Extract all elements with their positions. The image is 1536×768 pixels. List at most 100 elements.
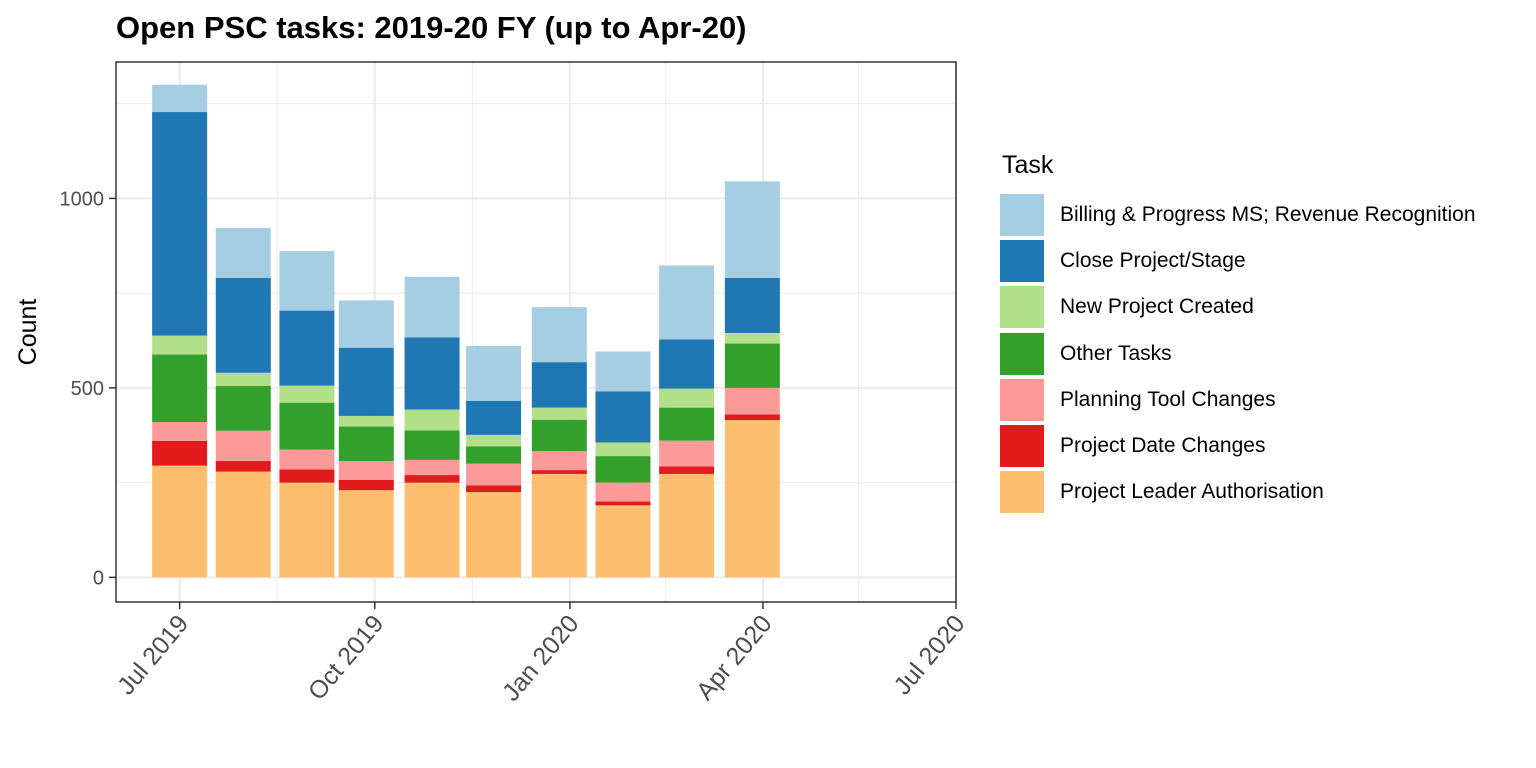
bar-new-project-created-2019-10 [338,415,394,427]
bar-project-leader-authorisation-2020-03 [659,473,715,578]
bar-new-project-created-2019-08 [215,372,271,386]
x-tick-label: Oct 2019 [303,610,390,706]
bar-planning-tool-changes-2020-04 [724,387,780,415]
bar-billing-progress-ms-revenue-recognition-2020-04 [724,181,780,278]
bar-planning-tool-changes-2019-09 [279,449,335,470]
bar-project-leader-authorisation-2019-07 [152,465,208,578]
bar-close-project-stage-2019-11 [404,337,460,410]
bar-new-project-created-2020-01 [531,407,587,420]
bar-close-project-stage-2019-10 [338,347,394,416]
bar-project-date-changes-2019-07 [152,440,208,466]
bar-project-date-changes-2019-10 [338,479,394,491]
bar-other-tasks-2019-08 [215,386,271,431]
bar-billing-progress-ms-revenue-recognition-2019-11 [404,276,460,338]
bar-billing-progress-ms-revenue-recognition-2020-02 [595,351,651,392]
legend-swatch [1000,332,1044,375]
bar-billing-progress-ms-revenue-recognition-2019-09 [279,251,335,311]
y-tick-label: 1000 [60,188,105,210]
x-tick-label: Jan 2020 [497,610,585,707]
bar-billing-progress-ms-revenue-recognition-2019-10 [338,300,394,348]
bar-other-tasks-2020-03 [659,407,715,441]
bar-close-project-stage-2019-09 [279,310,335,386]
legend-item: New Project Created [1000,284,1476,330]
bar-other-tasks-2020-01 [531,419,587,452]
bar-billing-progress-ms-revenue-recognition-2020-01 [531,307,587,363]
legend-swatch [1000,286,1044,329]
bar-new-project-created-2019-09 [279,385,335,403]
bar-project-leader-authorisation-2020-04 [724,420,780,578]
bar-project-leader-authorisation-2019-09 [279,482,335,578]
bar-project-leader-authorisation-2019-11 [404,482,460,578]
bar-other-tasks-2019-12 [466,446,522,464]
bar-project-date-changes-2020-04 [724,414,780,421]
bar-planning-tool-changes-2019-08 [215,430,271,462]
legend-label: Planning Tool Changes [1060,387,1276,411]
bar-close-project-stage-2019-07 [152,112,208,336]
plot-border [115,61,957,603]
y-tick-label: 0 [93,567,104,589]
bar-other-tasks-2020-02 [595,456,651,483]
legend-swatch [1000,425,1044,468]
bar-close-project-stage-2020-01 [531,362,587,408]
bar-new-project-created-2019-11 [404,409,460,431]
y-axis-title: Count [14,299,42,366]
legend-item: Other Tasks [1000,331,1476,377]
legend-label: Other Tasks [1060,341,1172,365]
bar-project-leader-authorisation-2019-08 [215,471,271,578]
bar-project-date-changes-2020-02 [595,501,651,506]
legend-label: Project Leader Authorisation [1060,480,1324,504]
x-tick-label: Apr 2020 [691,610,778,706]
bar-planning-tool-changes-2020-03 [659,440,715,467]
bar-billing-progress-ms-revenue-recognition-2019-12 [466,345,522,401]
bar-other-tasks-2019-09 [279,402,335,450]
bar-new-project-created-2019-12 [466,434,522,447]
legend-label: Close Project/Stage [1060,249,1246,273]
bar-project-date-changes-2019-11 [404,475,460,483]
bar-other-tasks-2019-07 [152,354,208,422]
legend-label: Project Date Changes [1060,434,1266,458]
bar-other-tasks-2019-11 [404,430,460,460]
bar-new-project-created-2019-07 [152,335,208,355]
bar-project-leader-authorisation-2019-10 [338,490,394,578]
bar-planning-tool-changes-2019-12 [466,463,522,486]
x-tick-label: Jul 2019 [112,610,194,700]
bar-project-date-changes-2020-01 [531,470,587,474]
legend: Task Billing & Progress MS; Revenue Reco… [1000,150,1476,515]
bar-billing-progress-ms-revenue-recognition-2020-03 [659,265,715,340]
bar-billing-progress-ms-revenue-recognition-2019-07 [152,84,208,113]
bar-planning-tool-changes-2019-07 [152,422,208,441]
legend-title: Task [1002,151,1054,179]
legend-item: Close Project/Stage [1000,238,1476,284]
legend-item: Billing & Progress MS; Revenue Recogniti… [1000,192,1476,238]
x-tick-label: Jul 2020 [888,610,970,700]
bar-project-leader-authorisation-2019-12 [466,492,522,578]
legend-swatch [1000,378,1044,421]
bar-close-project-stage-2020-02 [595,391,651,443]
bar-other-tasks-2020-04 [724,343,780,388]
bar-planning-tool-changes-2019-11 [404,459,460,476]
legend-item: Planning Tool Changes [1000,377,1476,423]
legend-label: New Project Created [1060,295,1254,319]
legend-item: Project Leader Authorisation [1000,469,1476,515]
bar-planning-tool-changes-2020-01 [531,451,587,471]
bar-project-date-changes-2020-03 [659,466,715,474]
y-tick-label: 500 [71,378,104,400]
bar-new-project-created-2020-03 [659,388,715,408]
bar-new-project-created-2020-04 [724,332,780,344]
legend-swatch [1000,194,1044,237]
bar-planning-tool-changes-2019-10 [338,461,394,480]
bar-other-tasks-2019-10 [338,426,394,462]
chart-title: Open PSC tasks: 2019-20 FY (up to Apr-20… [116,10,747,45]
bar-project-leader-authorisation-2020-01 [531,473,587,578]
bar-close-project-stage-2020-04 [724,278,780,333]
bar-project-leader-authorisation-2020-02 [595,505,651,578]
bar-close-project-stage-2020-03 [659,339,715,389]
bar-billing-progress-ms-revenue-recognition-2019-08 [215,227,271,278]
bar-project-date-changes-2019-08 [215,461,271,472]
legend-item: Project Date Changes [1000,423,1476,469]
bar-close-project-stage-2019-08 [215,278,271,373]
legend-label: Billing & Progress MS; Revenue Recogniti… [1060,203,1476,227]
bar-planning-tool-changes-2020-02 [595,482,651,502]
bar-new-project-created-2020-02 [595,442,651,457]
